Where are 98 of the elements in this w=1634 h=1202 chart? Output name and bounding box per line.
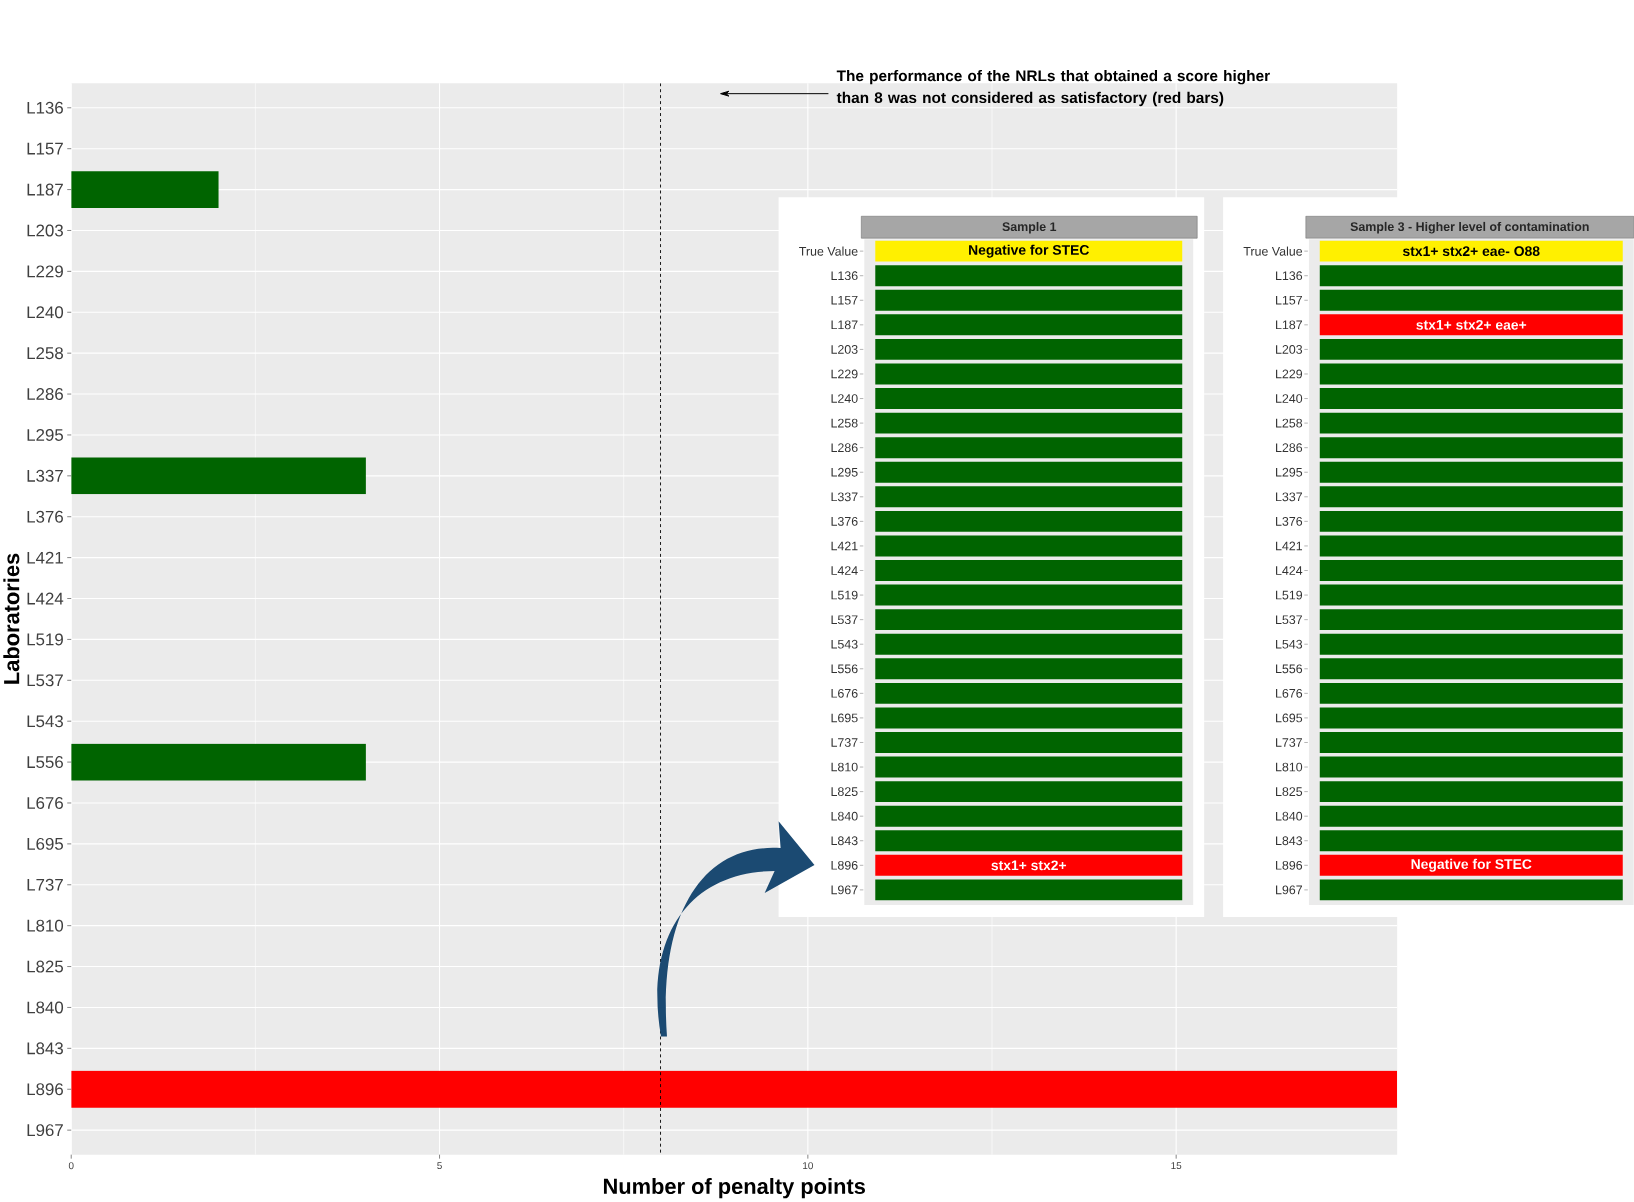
- text: Negative for STEC: [1411, 858, 1532, 872]
- category-label: L424: [1276, 566, 1303, 576]
- y-tick-label: L136: [27, 101, 63, 114]
- category-label: L556: [831, 664, 858, 674]
- y-tick-label: L424: [27, 592, 64, 605]
- text: Negative for STEC: [969, 244, 1089, 258]
- y-tick-label: L840: [27, 1001, 64, 1014]
- y-tick-label: L967: [27, 1124, 63, 1137]
- category-label: L337: [831, 492, 858, 502]
- category-label: L337: [1276, 492, 1302, 502]
- y-tick-label: L810: [27, 919, 64, 932]
- category-label: L203: [1276, 345, 1303, 354]
- y-tick-label: L896: [27, 1083, 63, 1096]
- category-label: L825: [1276, 787, 1303, 797]
- category-label: L295: [1276, 468, 1303, 477]
- category-label: L840: [831, 811, 858, 821]
- text: stx1+ stx2+ eae+: [1416, 320, 1527, 330]
- category-label: L843: [1276, 836, 1303, 846]
- category-label: L676: [831, 689, 858, 698]
- bar: [71, 457, 366, 495]
- category-label: L424: [831, 566, 858, 576]
- x-tick-label: 5: [437, 1162, 442, 1170]
- category-label: L737: [1276, 738, 1302, 748]
- y-tick-label: L737: [27, 878, 63, 891]
- y-tick-label: L187: [27, 183, 63, 196]
- y-tick-label: L240: [27, 306, 64, 319]
- y-axis-title: Laboratories: [3, 553, 20, 684]
- y-tick-label: L676: [27, 797, 63, 810]
- category-label: L157: [1276, 296, 1302, 305]
- text: stx1+ stx2+ eae- O88: [1402, 246, 1540, 257]
- bar: [71, 1071, 1398, 1108]
- annotation: The performance of the NRLs that obtained a score higher than 8 was not considered as satisfactory (red bars): [836, 70, 1270, 107]
- category-label: L896: [1276, 861, 1303, 870]
- category-label: L295: [831, 468, 858, 477]
- category-label: L240: [1276, 394, 1303, 404]
- category-label: L676: [1276, 689, 1303, 698]
- x-tick-label: 10: [803, 1162, 813, 1170]
- category-label: L136: [1276, 271, 1303, 281]
- y-tick-label: L295: [27, 429, 63, 442]
- x-tick-label: 0: [68, 1162, 74, 1170]
- y-tick-label: L286: [27, 388, 63, 401]
- y-tick-label: L825: [27, 960, 63, 973]
- category-label: True Value: [799, 246, 858, 256]
- category-label: L967: [1276, 885, 1302, 895]
- y-tick-label: L843: [27, 1042, 63, 1055]
- y-tick-label: L556: [27, 756, 63, 769]
- category-label: L258: [831, 418, 858, 428]
- category-label: L187: [1276, 320, 1302, 330]
- category-label: L229: [1276, 369, 1303, 379]
- y-tick-label: L157: [27, 142, 63, 155]
- x-tick-label: 15: [1171, 1162, 1182, 1170]
- category-label: L286: [1276, 443, 1303, 453]
- category-label: L556: [1276, 664, 1303, 674]
- y-tick-label: L376: [27, 510, 63, 523]
- category-label: L136: [831, 271, 858, 281]
- category-label: L825: [831, 787, 858, 797]
- y-tick-label: L537: [27, 674, 63, 687]
- category-label: L695: [831, 713, 858, 723]
- bar: [71, 171, 219, 209]
- category-label: L967: [831, 885, 858, 895]
- y-tick-label: L695: [27, 838, 63, 851]
- category-label: L896: [831, 861, 858, 870]
- category-label: L421: [831, 541, 858, 551]
- category-label: L240: [831, 394, 858, 404]
- text: stx1+ stx2+: [991, 860, 1067, 871]
- category-label: L203: [831, 345, 858, 354]
- y-tick-label: L543: [27, 715, 63, 728]
- category-label: L810: [1276, 762, 1303, 772]
- category-label: True Value: [1243, 246, 1303, 256]
- category-label: L537: [831, 615, 858, 625]
- y-tick-label: L258: [27, 347, 63, 360]
- category-label: L543: [831, 640, 858, 649]
- y-tick-label: L337: [27, 470, 63, 482]
- text: Sample 3 - Higher level of contamination: [1350, 222, 1589, 234]
- category-label: L543: [1276, 640, 1303, 649]
- category-label: L376: [831, 517, 858, 526]
- y-tick-label: L519: [27, 633, 63, 646]
- text: Sample 1: [1002, 222, 1057, 234]
- category-label: L258: [1276, 418, 1303, 428]
- category-label: L737: [831, 738, 858, 748]
- category-label: L695: [1276, 713, 1303, 723]
- category-label: L286: [831, 443, 858, 453]
- category-label: L229: [831, 369, 858, 379]
- category-label: L840: [1276, 811, 1303, 821]
- y-tick-label: L229: [27, 265, 63, 278]
- category-label: L157: [831, 296, 858, 305]
- category-label: L537: [1276, 615, 1302, 625]
- category-label: L810: [831, 762, 858, 772]
- y-tick-label: L203: [27, 224, 63, 237]
- y-tick-label: L421: [27, 551, 63, 564]
- category-label: L376: [1276, 517, 1303, 526]
- category-label: L187: [831, 320, 858, 330]
- x-axis-title: Number of penalty points: [603, 1178, 865, 1199]
- bar: [71, 743, 366, 781]
- category-label: L519: [831, 590, 858, 600]
- category-label: L843: [831, 836, 858, 846]
- category-label: L519: [1276, 590, 1303, 600]
- category-label: L421: [1276, 541, 1303, 551]
